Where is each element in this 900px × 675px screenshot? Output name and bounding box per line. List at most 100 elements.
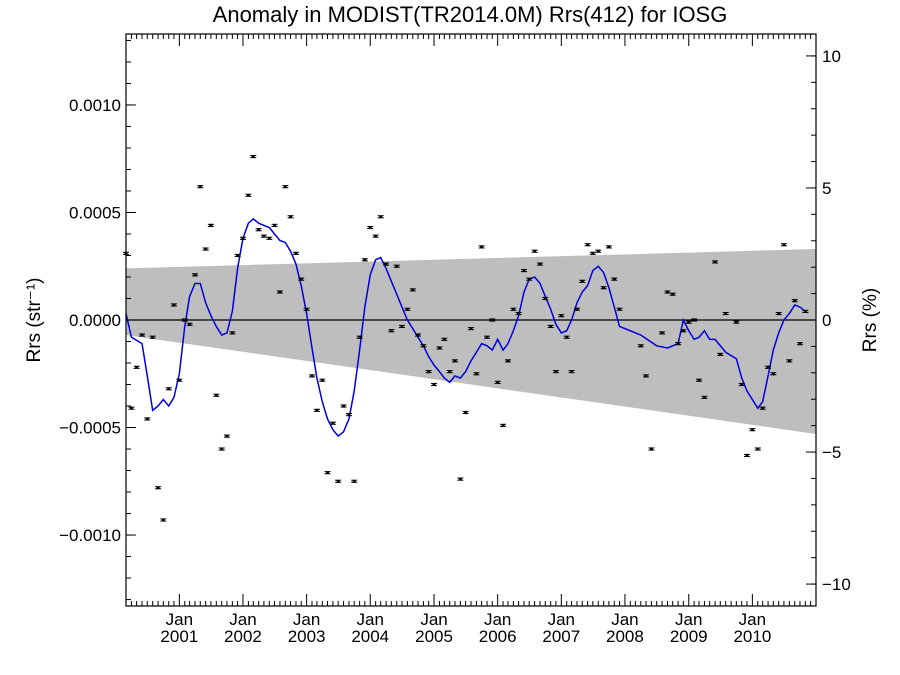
data-point (260, 234, 267, 238)
x-tick-label-month: Jan (611, 610, 638, 629)
y-tick-label-left: −0.0010 (59, 526, 121, 545)
data-point (234, 253, 241, 258)
data-point (473, 372, 480, 376)
y-tick-label-right: 10 (822, 47, 841, 66)
data-point (255, 228, 262, 232)
y-tick-label-left: 0.0005 (69, 203, 121, 222)
data-point (446, 370, 453, 374)
data-point (648, 447, 655, 451)
x-tick-label-month: Jan (357, 610, 384, 629)
data-point (128, 406, 135, 410)
data-point (765, 365, 772, 369)
data-point (775, 311, 782, 316)
data-point (749, 428, 756, 432)
data-point (478, 245, 485, 249)
data-point (531, 249, 538, 253)
data-point (324, 471, 331, 475)
smoothed-series-line (125, 217, 806, 438)
data-point (462, 410, 469, 415)
data-point (468, 327, 474, 331)
uncertainty-band-area (126, 249, 816, 434)
data-point (637, 344, 644, 348)
data-point (160, 518, 167, 522)
data-point (133, 365, 140, 369)
data-point (573, 307, 580, 311)
data-point (563, 335, 570, 339)
data-point (457, 477, 464, 481)
data-point (796, 342, 803, 346)
data-point (139, 333, 146, 337)
data-point (176, 378, 183, 382)
data-point (717, 352, 724, 356)
data-point (691, 318, 698, 322)
data-point (595, 249, 602, 253)
data-point (605, 245, 612, 249)
x-tick-label-month: Jan (166, 610, 193, 629)
data-point (669, 292, 676, 296)
data-point (743, 453, 750, 458)
data-point (404, 307, 411, 311)
data-point (643, 374, 650, 378)
data-point (292, 251, 299, 255)
data-point (722, 311, 729, 316)
data-point (329, 421, 336, 425)
data-point (372, 234, 379, 238)
data-point (526, 277, 533, 281)
y-tick-label-right: 0 (822, 311, 831, 330)
data-point (510, 307, 517, 311)
data-point (584, 243, 591, 247)
data-point (287, 215, 294, 219)
y-tick-label-left: 0.0010 (69, 96, 121, 115)
data-point (181, 318, 188, 322)
data-point (170, 303, 177, 307)
data-point (675, 342, 682, 346)
data-point (303, 307, 310, 311)
data-point (309, 374, 316, 378)
data-point (409, 288, 416, 292)
data-point (361, 258, 368, 262)
data-point (202, 247, 209, 251)
data-point (351, 479, 358, 483)
data-point (192, 273, 199, 277)
data-point (319, 378, 326, 382)
data-point (239, 236, 246, 240)
data-point (149, 335, 156, 339)
smoothed-line (125, 217, 806, 438)
uncertainty-band (126, 249, 816, 434)
data-point (165, 387, 172, 391)
data-point (759, 406, 766, 410)
data-point (144, 417, 151, 421)
y-tick-label-right: −5 (822, 443, 841, 462)
data-point (712, 260, 719, 264)
y-axis-label-right: Rrs (%) (860, 288, 881, 352)
y-tick-label-right: 5 (822, 179, 831, 198)
x-tick-label-month: Jan (420, 610, 447, 629)
data-point (780, 243, 787, 247)
data-point (186, 322, 193, 326)
data-point (229, 331, 236, 335)
data-point (383, 262, 390, 266)
data-point (431, 382, 438, 387)
axes: 0.0010 0.0005 0.0000 −0.0005 −0.0010 10 5 0 −5 −1… (59, 34, 851, 646)
data-point (589, 251, 596, 255)
data-point (436, 346, 443, 350)
data-point (791, 299, 798, 303)
data-point (155, 486, 162, 490)
data-point (223, 434, 230, 438)
data-point (197, 185, 204, 189)
data-point (754, 447, 761, 451)
chart-title: Anomaly in MODIST(TR2014.0M) Rrs(412) fo… (213, 2, 728, 27)
anomaly-points (123, 154, 809, 522)
data-point (552, 370, 559, 374)
data-point (207, 223, 214, 227)
x-tick-label-year: 2003 (288, 627, 326, 646)
data-point (276, 290, 283, 294)
data-point (425, 370, 432, 374)
data-point (770, 372, 777, 376)
data-point (733, 320, 740, 324)
x-tick-label-month: Jan (484, 610, 511, 629)
data-point (680, 329, 687, 333)
y-axis-label-left: Rrs (str⁻¹) (24, 278, 45, 363)
data-point (542, 296, 549, 301)
data-point (664, 290, 671, 294)
